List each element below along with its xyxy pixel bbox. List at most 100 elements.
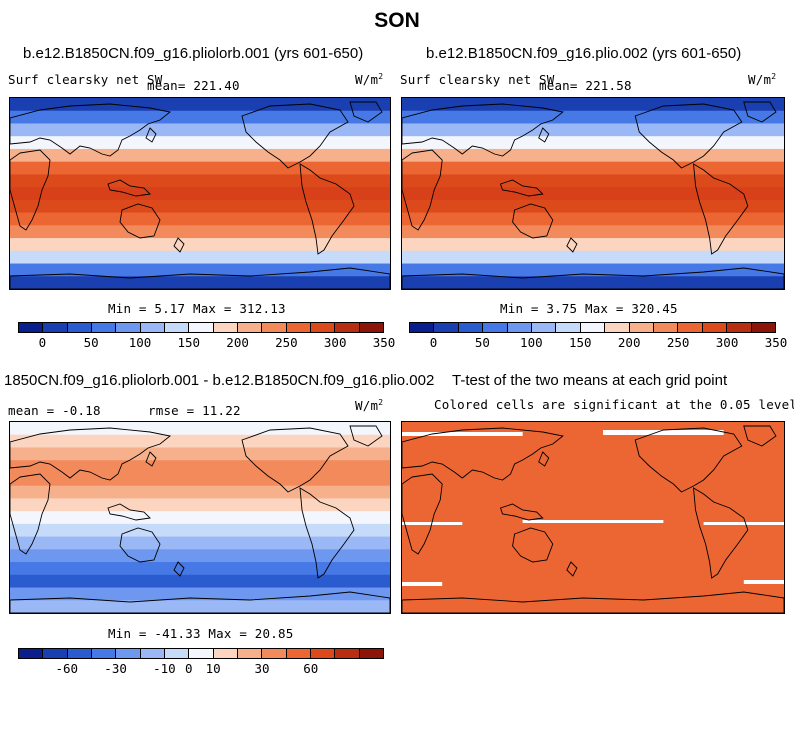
map-band bbox=[10, 511, 390, 525]
map-band bbox=[402, 250, 784, 265]
panel2-minmax: Min = 3.75 Max = 320.45 bbox=[500, 301, 678, 316]
map-band bbox=[10, 498, 390, 512]
panel1-units: W/m2 bbox=[355, 72, 384, 88]
colorbar-tick-label: 350 bbox=[764, 335, 788, 350]
map-band bbox=[10, 276, 390, 289]
nonsignificant-cells bbox=[402, 432, 523, 436]
map-band bbox=[10, 238, 390, 252]
colorbar-tick-label: 250 bbox=[275, 335, 298, 350]
map-band bbox=[402, 148, 784, 163]
colorbar-swatch bbox=[458, 323, 484, 332]
map-band bbox=[10, 250, 390, 265]
panel2-mean: mean= 221.58 bbox=[539, 78, 632, 93]
colorbar-swatch bbox=[213, 649, 238, 658]
panel2-units: W/m2 bbox=[748, 72, 777, 88]
colorbar-swatch bbox=[164, 323, 190, 332]
colorbar-tick-label: 50 bbox=[83, 335, 99, 350]
colorbar-swatch bbox=[359, 323, 383, 332]
map-band bbox=[10, 110, 390, 125]
panel4-map bbox=[401, 421, 785, 614]
panel4-title: T-test of the two means at each grid poi… bbox=[452, 372, 728, 389]
colorbar-swatch bbox=[410, 323, 435, 332]
panel1-minmax: Min = 5.17 Max = 312.13 bbox=[108, 301, 286, 316]
colorbar-swatch bbox=[91, 649, 117, 658]
colorbar-tick-label: -30 bbox=[104, 661, 127, 676]
map-band bbox=[402, 212, 784, 226]
colorbar-tick-label: 0 bbox=[429, 335, 438, 350]
map-band bbox=[10, 174, 390, 188]
panel2-map bbox=[401, 97, 785, 290]
coastline bbox=[10, 473, 51, 555]
colorbar-swatch bbox=[189, 649, 214, 658]
panel3-title: 1850CN.f09_g16.pliolorb.001 - b.e12.B185… bbox=[4, 372, 435, 389]
panel3-rmse: rmse = 11.22 bbox=[148, 403, 241, 418]
coastline bbox=[119, 527, 161, 563]
map-band bbox=[10, 161, 390, 175]
colorbar-swatch bbox=[483, 323, 508, 332]
map-band bbox=[10, 587, 390, 601]
colorbar-swatch bbox=[67, 323, 92, 332]
coastline bbox=[10, 103, 172, 157]
coastline bbox=[634, 427, 743, 493]
coastline bbox=[402, 473, 443, 555]
colorbar-swatch bbox=[19, 323, 44, 332]
colorbar-tick-label: 50 bbox=[474, 335, 490, 350]
colorbar-swatch bbox=[140, 649, 165, 658]
coastline bbox=[299, 487, 355, 579]
map-band bbox=[10, 187, 390, 201]
coastline bbox=[566, 237, 578, 253]
map-band bbox=[10, 523, 390, 538]
map-band bbox=[10, 136, 390, 150]
map-band bbox=[402, 136, 784, 150]
colorbar-swatch bbox=[335, 323, 360, 332]
colorbar-swatch bbox=[43, 649, 68, 658]
figure-title: SON bbox=[374, 9, 420, 32]
colorbar-tick-label: -60 bbox=[55, 661, 79, 676]
panel2-variable: Surf clearsky net SW bbox=[400, 72, 555, 87]
colorbar-swatch bbox=[507, 323, 533, 332]
colorbar-tick-label: 10 bbox=[205, 661, 221, 676]
map-band bbox=[10, 536, 390, 550]
coastline bbox=[241, 103, 349, 169]
panel1-title: b.e12.B1850CN.f09_g16.pliolorb.001 (yrs … bbox=[23, 45, 364, 62]
colorbar-tick-label: 150 bbox=[568, 335, 592, 350]
map-band bbox=[10, 212, 390, 226]
coastline bbox=[119, 203, 161, 239]
colorbar-tick-label: 0 bbox=[38, 335, 47, 350]
colorbar-swatch bbox=[678, 323, 703, 332]
map-band bbox=[402, 263, 784, 277]
coastline bbox=[566, 561, 578, 577]
nonsignificant-cells bbox=[703, 522, 784, 525]
colorbar-swatch bbox=[629, 323, 655, 332]
coastline bbox=[173, 561, 185, 577]
panel3-minmax: Min = -41.33 Max = 20.85 bbox=[108, 626, 294, 641]
coastline bbox=[692, 163, 749, 255]
significance-field bbox=[402, 422, 784, 613]
colorbar-swatch bbox=[140, 323, 165, 332]
coastline bbox=[402, 427, 564, 481]
colorbar-swatch bbox=[262, 649, 287, 658]
coastline bbox=[10, 149, 51, 231]
colorbar-swatch bbox=[262, 323, 287, 332]
map-band bbox=[402, 161, 784, 175]
map-band bbox=[10, 549, 390, 563]
panel2-title: b.e12.B1850CN.f09_g16.plio.002 (yrs 601-… bbox=[426, 45, 742, 62]
colorbar-swatch bbox=[213, 323, 238, 332]
colorbar-swatch bbox=[237, 649, 263, 658]
colorbar-swatch bbox=[751, 323, 776, 332]
colorbar-swatch bbox=[556, 323, 581, 332]
coastline bbox=[402, 591, 784, 613]
colorbar-swatch bbox=[67, 649, 92, 658]
colorbar-swatch bbox=[532, 323, 557, 332]
coastline bbox=[538, 127, 550, 143]
map-band bbox=[10, 574, 390, 589]
panel1-colorbar: 0 50 100 150 200 250 300 350 bbox=[18, 322, 395, 351]
map-band bbox=[10, 263, 390, 277]
colorbar-swatch bbox=[580, 323, 606, 332]
map-band bbox=[10, 460, 390, 474]
coastline bbox=[743, 425, 777, 447]
colorbar-tick-label: 200 bbox=[617, 335, 641, 350]
coastline bbox=[107, 179, 151, 197]
colorbar-swatch bbox=[91, 323, 117, 332]
map-band bbox=[10, 472, 390, 487]
